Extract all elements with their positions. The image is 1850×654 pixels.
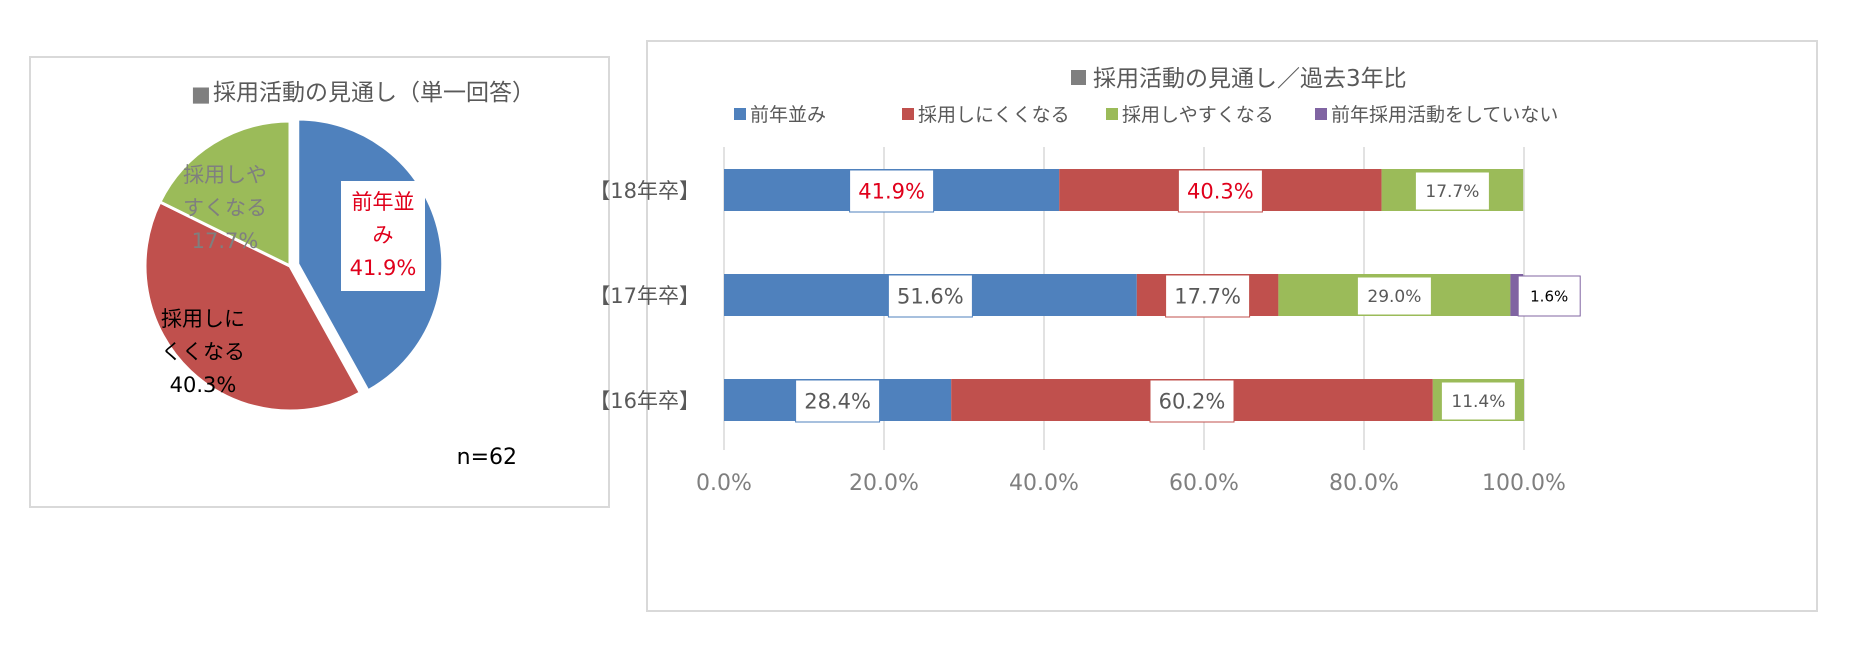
pie-label-easier-line-3: 17.7% (192, 229, 259, 253)
x-tick-label-3: 60.0% (1169, 471, 1239, 496)
pie-label-same-line-3: 41.9% (350, 256, 417, 280)
data-label-box-same-1 (849, 169, 935, 213)
data-label-box-no-activity-2 (1517, 275, 1581, 317)
pie-title-marker: ■ (191, 82, 211, 106)
pie-label-easier-line-2: すくなる (183, 196, 267, 220)
pie-label-same-line-1: 前年並 (352, 190, 415, 214)
x-tick-label-1: 20.0% (849, 471, 919, 496)
pie-label-harder-line-1: 採用しに (161, 307, 245, 331)
legend-label-harder: 採用しにくくなる (918, 104, 1070, 126)
legend-swatch-no-activity (1315, 108, 1327, 120)
pie-slice-easier (157, 119, 292, 269)
data-label-easier-3: 11.4% (1451, 392, 1505, 412)
data-label-box-same-2 (887, 274, 973, 318)
pie-label-same-line-2: み (373, 223, 394, 247)
pie-chart-panel: ■ 採用活動の見通し（単一回答） 前年並み 41.9% 採用しにくくなる 40.3% 採… (29, 56, 610, 508)
x-tick-label-5: 100.0% (1482, 471, 1566, 496)
data-label-box-easier-3 (1441, 382, 1515, 420)
x-tick-label-4: 80.0% (1329, 471, 1399, 496)
data-label-box-harder-3 (1149, 379, 1235, 423)
data-label-easier-1: 17.7% (1425, 182, 1479, 202)
data-label-same-2: 51.6% (897, 285, 964, 309)
pie-label-harder-line-2: くくなる (161, 340, 245, 364)
data-label-box-easier-2 (1357, 277, 1431, 315)
sample-size-label: n=62 (457, 445, 517, 470)
pie-chart: ■ 採用活動の見通し（単一回答） 前年並み 41.9% 採用しにくくなる 40.3% 採… (143, 80, 535, 470)
pie-label-box-same (341, 181, 425, 291)
data-label-box-same-3 (795, 379, 881, 423)
x-tick-label-0: 0.0% (696, 471, 752, 496)
bar-chart-title: 採用活動の見通し／過去3年比 (1093, 66, 1407, 92)
pie-slice-harder (143, 199, 363, 413)
data-label-same-1: 41.9% (858, 180, 925, 204)
category-label-3: 【16年卒】 (589, 389, 700, 413)
data-label-box-harder-2 (1165, 274, 1251, 318)
data-label-same-3: 28.4% (804, 390, 871, 414)
data-label-harder-3: 60.2% (1159, 390, 1226, 414)
legend-label-easier: 採用しやすくなる (1122, 104, 1274, 126)
legend-swatch-same (734, 108, 746, 120)
data-label-box-harder-1 (1177, 169, 1263, 213)
data-label-easier-2: 29.0% (1367, 287, 1421, 307)
data-label-no-activity-2: 1.6% (1530, 287, 1568, 305)
pie-label-harder-line-3: 40.3% (170, 373, 237, 397)
legend-swatch-easier (1106, 108, 1118, 120)
data-label-harder-2: 17.7% (1174, 285, 1241, 309)
legend-label-no-activity: 前年採用活動をしていない (1331, 104, 1558, 126)
category-label-1: 【18年卒】 (589, 179, 700, 203)
x-tick-label-2: 40.0% (1009, 471, 1079, 496)
category-label-2: 【17年卒】 (589, 284, 700, 308)
bar-chart-panel: 採用活動の見通し／過去3年比 前年並み 採用しにくくなる 採用しやすくなる 前年採用活… (589, 40, 1818, 612)
pie-title: 採用活動の見通し（単一回答） (213, 80, 535, 106)
legend-swatch-harder (902, 108, 914, 120)
data-label-harder-1: 40.3% (1187, 180, 1254, 204)
stacked-bar-chart: 採用活動の見通し／過去3年比 前年並み 採用しにくくなる 採用しやすくなる 前年採用活… (589, 66, 1581, 496)
pie-label-easier-line-1: 採用しや (183, 163, 267, 187)
legend-label-same: 前年並み (750, 104, 826, 126)
bar-title-marker (1071, 70, 1086, 85)
data-label-box-easier-1 (1415, 172, 1489, 210)
